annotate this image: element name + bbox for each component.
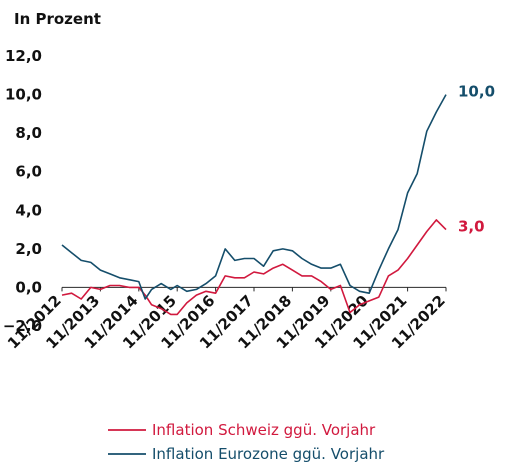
end-label-1: 10,0 (458, 83, 495, 101)
series-lines (61, 94, 447, 316)
y-tick-label: −2,0 (3, 317, 42, 335)
y-tick-label: 6,0 (15, 163, 42, 181)
y-tick-label: 10,0 (5, 86, 42, 104)
x-axis-ticks: 11/201211/201311/201411/201511/201611/20… (4, 287, 449, 352)
legend-label-1: Inflation Eurozone ggü. Vorjahr (152, 445, 385, 463)
series-line-0 (61, 219, 447, 316)
y-tick-label: 4,0 (15, 201, 42, 219)
y-tick-label: 12,0 (5, 47, 42, 65)
y-axis-ticks: 12,0 10,0 8,0 6,0 4,0 2,0 0,0 −2,0 (3, 47, 42, 335)
y-tick-label: 8,0 (15, 124, 42, 142)
y-tick-label: 0,0 (15, 278, 42, 296)
legend-label-0: Inflation Schweiz ggü. Vorjahr (152, 421, 376, 439)
unit-label: In Prozent (14, 10, 101, 28)
y-tick-label: 2,0 (15, 240, 42, 258)
legend: Inflation Schweiz ggü. Vorjahr Inflation … (108, 421, 385, 463)
end-labels: 3,0 10,0 (458, 83, 495, 236)
series-line-1 (61, 94, 447, 300)
end-label-0: 3,0 (458, 218, 485, 236)
